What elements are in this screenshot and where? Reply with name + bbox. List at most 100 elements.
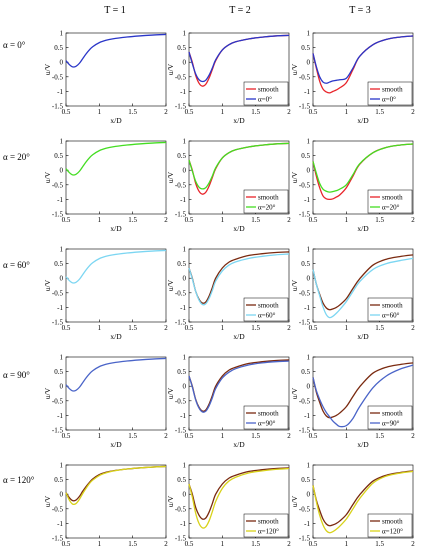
x-tick-label: 1.5 [251, 540, 260, 548]
y-axis-label: u/V [43, 63, 52, 75]
series-line [312, 143, 414, 193]
x-axis-label: x/D [357, 332, 369, 341]
y-tick-label: 0.5 [301, 44, 310, 52]
legend: smooth α=20° [367, 189, 413, 214]
x-tick-label: 1.5 [375, 324, 384, 332]
x-tick-label: 1 [345, 324, 349, 332]
series-line [188, 467, 290, 529]
x-tick-label: 1 [221, 108, 225, 116]
y-tick-label: -1 [180, 412, 186, 420]
series-line [188, 34, 290, 87]
y-axis-label: u/V [166, 171, 175, 183]
y-tick-label: -0.5 [175, 73, 187, 81]
legend-label: smooth [382, 518, 403, 526]
series-line [65, 33, 167, 68]
y-tick-label: -0.5 [299, 289, 311, 297]
x-tick-label: 2 [411, 324, 415, 332]
x-tick-label: 0.5 [309, 324, 318, 332]
plot-frame [312, 356, 414, 431]
plot-frame [65, 32, 167, 107]
row-label-alpha-0: α = 0° [3, 40, 26, 50]
y-tick-label: -1 [57, 196, 63, 204]
y-tick-label: 0.5 [301, 152, 310, 160]
y-tick-label: 1 [183, 354, 187, 362]
chart-panel: 10.50-0.5-1-1.50.511.52x/Du/Vsmoothα=120… [290, 462, 415, 550]
y-tick-label: -1 [180, 88, 186, 96]
y-tick-label: -0.5 [175, 181, 187, 189]
legend-label: α=90° [258, 420, 276, 428]
y-tick-label: 0 [60, 167, 64, 175]
y-tick-label: -0.5 [299, 181, 311, 189]
y-tick-label: -0.5 [52, 505, 64, 513]
legend-label: smooth [258, 410, 279, 418]
y-axis-label: u/V [43, 279, 52, 291]
x-tick-label: 0.5 [62, 216, 71, 224]
x-axis-label: x/D [233, 224, 245, 233]
y-tick-label: -1.5 [299, 535, 311, 543]
y-tick-label: 0 [183, 275, 187, 283]
legend-label: α=120° [382, 528, 403, 536]
y-tick-label: 1 [183, 462, 187, 470]
y-tick-label: 0.5 [177, 368, 186, 376]
y-tick-label: 1 [60, 246, 64, 254]
x-tick-label: 1 [221, 540, 225, 548]
y-tick-label: -1.5 [175, 427, 187, 435]
legend: smooth α=60° [367, 297, 413, 322]
x-tick-label: 0.5 [62, 324, 71, 332]
y-tick-label: 0 [307, 491, 311, 499]
x-axis-label: x/D [233, 440, 245, 449]
plot-frame [312, 140, 414, 215]
x-tick-label: 1 [345, 108, 349, 116]
y-tick-label: -0.5 [52, 289, 64, 297]
y-tick-label: -1.5 [299, 103, 311, 111]
legend: smooth α=120° [367, 513, 413, 538]
y-axis-label: u/V [290, 63, 299, 75]
legend-label: smooth [382, 194, 403, 202]
row-label-alpha-60: α = 60° [3, 260, 30, 270]
y-tick-label: -1 [57, 304, 63, 312]
x-axis-label: x/D [357, 224, 369, 233]
y-tick-label: -1 [304, 304, 310, 312]
y-tick-label: 1 [307, 354, 311, 362]
x-tick-label: 1 [221, 216, 225, 224]
x-tick-label: 1 [98, 216, 102, 224]
legend-label: α=0° [258, 96, 272, 104]
legend-label: α=0° [382, 96, 396, 104]
y-tick-label: 0.5 [54, 476, 63, 484]
x-tick-label: 2 [164, 324, 168, 332]
legend-label: α=60° [258, 312, 276, 320]
y-tick-label: -1.5 [52, 103, 64, 111]
x-axis-label: x/D [110, 332, 122, 341]
x-tick-label: 2 [287, 108, 291, 116]
legend: smooth α=90° [243, 405, 289, 430]
row-label-alpha-20: α = 20° [3, 152, 30, 162]
series-line [312, 254, 414, 311]
y-tick-label: 0.5 [54, 260, 63, 268]
y-tick-label: -0.5 [299, 73, 311, 81]
y-tick-label: -0.5 [299, 505, 311, 513]
legend-label: smooth [258, 194, 279, 202]
legend-label: smooth [258, 302, 279, 310]
legend: smooth α=0° [367, 81, 413, 106]
series-line [188, 251, 290, 304]
y-tick-label: -1.5 [299, 427, 311, 435]
y-tick-label: 0.5 [177, 152, 186, 160]
x-tick-label: 1 [98, 432, 102, 440]
series-line [188, 467, 290, 520]
y-tick-label: -0.5 [52, 181, 64, 189]
x-axis-label: x/D [357, 548, 369, 550]
y-tick-label: 0.5 [54, 44, 63, 52]
column-header-t3: T = 3 [349, 5, 371, 16]
plot-frame [65, 356, 167, 431]
y-tick-label: 1 [307, 138, 311, 146]
x-tick-label: 2 [411, 432, 415, 440]
y-tick-label: 0.5 [301, 476, 310, 484]
y-tick-label: -1 [304, 88, 310, 96]
y-tick-label: -1 [304, 196, 310, 204]
x-axis-label: x/D [233, 548, 245, 550]
plot-frame [188, 356, 290, 431]
